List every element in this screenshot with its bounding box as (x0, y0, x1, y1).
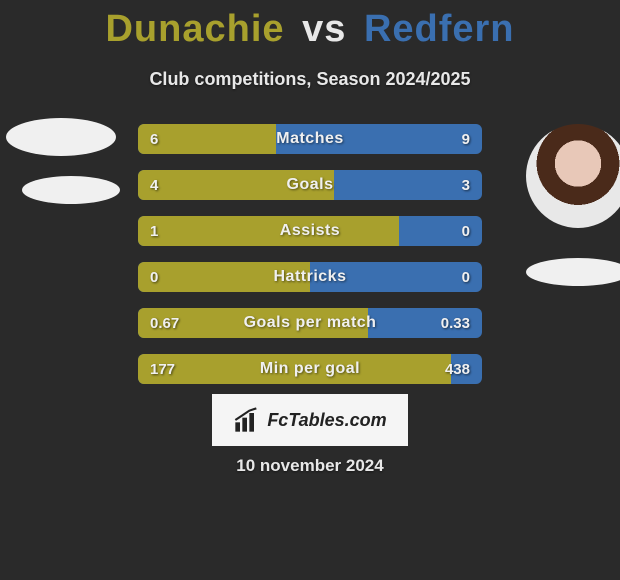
bar-label: Goals (138, 170, 482, 200)
player1-name: Dunachie (105, 8, 284, 50)
subtitle: Club competitions, Season 2024/2025 (0, 69, 620, 90)
bar-row: 6Matches9 (138, 124, 482, 154)
bar-value-right: 9 (462, 124, 470, 154)
bar-row: 4Goals3 (138, 170, 482, 200)
bar-label: Assists (138, 216, 482, 246)
bar-value-right: 0.33 (441, 308, 470, 338)
bar-row: 0Hattricks0 (138, 262, 482, 292)
bar-row: 0.67Goals per match0.33 (138, 308, 482, 338)
player2-avatar (526, 124, 620, 228)
bar-label: Goals per match (138, 308, 482, 338)
brand-badge: FcTables.com (212, 394, 408, 446)
vs-text: vs (302, 8, 346, 50)
player2-club-badge (526, 258, 620, 286)
bar-row: 177Min per goal438 (138, 354, 482, 384)
bar-value-right: 438 (445, 354, 470, 384)
player1-avatar (6, 118, 116, 156)
bar-label: Hattricks (138, 262, 482, 292)
page-title: Dunachie vs Redfern (0, 0, 620, 51)
chart-icon (233, 406, 261, 434)
bar-label: Matches (138, 124, 482, 154)
player1-club-badge (22, 176, 120, 204)
brand-text: FcTables.com (267, 410, 386, 431)
bar-label: Min per goal (138, 354, 482, 384)
player2-name: Redfern (364, 8, 515, 50)
bar-row: 1Assists0 (138, 216, 482, 246)
footer-date: 10 november 2024 (0, 456, 620, 476)
bar-value-right: 0 (462, 262, 470, 292)
bar-value-right: 0 (462, 216, 470, 246)
bar-value-right: 3 (462, 170, 470, 200)
comparison-bars: 6Matches94Goals31Assists00Hattricks00.67… (138, 124, 482, 400)
